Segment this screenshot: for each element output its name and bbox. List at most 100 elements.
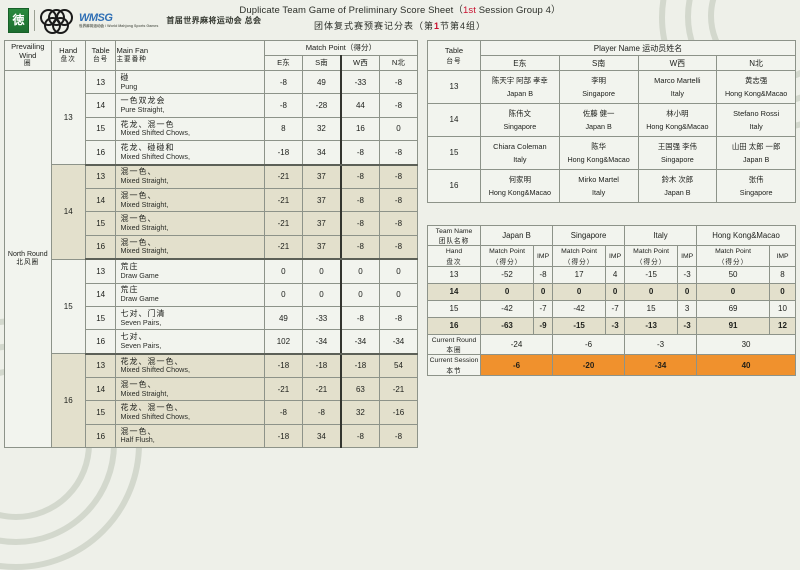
player-name: Chiara Coleman (493, 142, 547, 152)
score-imp-cell: -9 (533, 316, 554, 335)
table-number-cell: 13 (84, 69, 117, 95)
player-country: Italy (592, 187, 606, 197)
player-country: Singapore (660, 154, 694, 164)
main-fan-cell: 混一色、 Mixed Straight, (115, 187, 265, 213)
title-en-group-number: 4 (545, 5, 552, 16)
table-row: 13 -52 -8 17 4 -15 -3 50 8 (427, 265, 796, 284)
header-player-table: Table 台号 (427, 40, 481, 71)
header-player-seat-east: E东 (480, 55, 560, 71)
match-point-cell-e: -21 (263, 377, 303, 402)
table-number-cell: 15 (84, 400, 117, 425)
wmsg-wordmark-sub: 世界麻将运动会 / World Mahjong Sports Games (79, 23, 159, 28)
table-row: 15 七对、门清 Seven Pairs, 49 -33 -8 -8 (5, 305, 419, 331)
match-point-cell-w: -34 (339, 329, 380, 355)
hand-number-cell: 16 (50, 353, 86, 449)
header-imp-col: IMP (677, 245, 698, 267)
match-point-label-en: Match Point (633, 248, 670, 256)
player-name: 何家明 (508, 175, 531, 185)
table-row: 16 何家明 Hong Kong&Macao Mirko Martel Italy 鈴木 … (427, 169, 796, 203)
main-fan-cn: 混一色、 (120, 190, 157, 200)
main-fan-cell: 七对、门清 Seven Pairs, (115, 305, 265, 331)
score-imp-cell: -3 (605, 316, 626, 335)
title-cn-post: 组） (466, 21, 487, 31)
score-hand-number: 14 (427, 282, 481, 301)
score-match-point-cell: -52 (479, 265, 535, 284)
main-fan-cell: 碰 Pung (115, 69, 265, 95)
main-fan-cell: 混一色、 Half Flush, (115, 423, 265, 449)
table-row: 14 混一色、 Mixed Straight, -21 -21 63 -21 (4, 377, 419, 402)
main-fan-cn: 混一色、 (120, 379, 157, 389)
main-fan-cell: 花龙、混一色、 Mixed Shifted Chows, (115, 400, 265, 425)
main-fan-cn: 荒庄 (120, 285, 139, 295)
table-row: 15 -42 -7 -42 -7 15 3 69 10 (427, 299, 796, 318)
match-point-cell-w: -8 (339, 234, 380, 261)
score-hand-number: 13 (427, 265, 481, 284)
score-match-point-cell: 15 (624, 299, 679, 318)
wmsg-wordmark-text: WMSG (79, 11, 113, 24)
title-en-mid: Session Group (476, 5, 546, 16)
match-point-cell-s: -8 (301, 400, 342, 425)
score-match-point-cell: -15 (624, 265, 679, 284)
score-match-point-cell: 17 (552, 265, 607, 284)
match-point-cell-n: 0 (378, 258, 419, 284)
summary-value-cell: -20 (552, 354, 626, 376)
team-score-subheader: Hand 盘次 Match Point （得分） IMP Match Point （得分） I… (427, 245, 796, 267)
score-hand-label-en: Hand (445, 248, 463, 256)
match-point-cell-s: -18 (301, 353, 342, 379)
match-point-cell-e: -21 (263, 234, 303, 261)
player-name: Mirko Martel (578, 175, 619, 185)
match-point-cell-w: 44 (339, 93, 380, 118)
summary-label-cn: 本节 (446, 367, 462, 375)
score-imp-cell: -3 (677, 316, 698, 335)
header-seat-south: S南 (301, 55, 342, 71)
main-fan-en: Mixed Straight, (120, 388, 169, 398)
title-en-main: Duplicate Team Game of Preliminary Score… (239, 5, 454, 16)
title-cn-group-number: 4 (460, 21, 467, 31)
main-fan-cn: 碰 (120, 72, 130, 82)
table-number-cell: 15 (84, 305, 117, 331)
main-fan-cell: 荒庄 Draw Game (115, 282, 265, 307)
table-number-cell: 16 (84, 423, 117, 449)
table-row: 15 花龙、混一色、 Mixed Shifted Chows, -8 -8 32 -16 (4, 400, 419, 425)
header-match-point-col: Match Point （得分） (624, 245, 679, 267)
score-match-point-cell: -15 (552, 316, 607, 335)
player-seating-header: Table 台号 Player Name 运动员姓名 E东 S南 W西 N北 (427, 40, 796, 71)
main-fan-en: Mixed Shifted Chows, (120, 412, 190, 422)
table-number-cell: 13 (84, 258, 117, 284)
score-imp-cell: 3 (677, 299, 698, 318)
score-imp-cell: 10 (769, 299, 796, 318)
score-sheet-body: Prevailing Wind 圈 Hand 盘次 Table 台号 Mai (0, 40, 800, 449)
player-seating-table: Table 台号 Player Name 运动员姓名 E东 S南 W西 N北 (427, 40, 796, 203)
match-point-cell-n: -8 (378, 211, 419, 236)
match-point-cell-e: 8 (263, 116, 303, 142)
wmsg-wordmark: WMSG 世界麻将运动会 / World Mahjong Sports Game… (79, 12, 158, 28)
match-point-cell-n: -34 (378, 329, 419, 355)
table-row: 16 混一色、 Mixed Straight, -21 37 -8 -8 (4, 234, 419, 261)
match-point-cell-n: -8 (378, 140, 419, 166)
table-row: 16 七对、 Seven Pairs, 102 -34 -34 -34 (5, 329, 419, 355)
match-point-cell-w: -8 (339, 164, 380, 189)
table-row: North Round 北风圈 13 13 碰 Pung -8 49 -33 -8 (4, 69, 419, 449)
main-fan-en: Mixed Straight, (120, 199, 169, 209)
logo-divider (34, 9, 35, 31)
main-fan-en: Mixed Straight, (120, 246, 169, 256)
player-cell: Mirko Martel Italy (558, 169, 639, 203)
player-country: Japan B (664, 187, 691, 197)
match-point-cell-w: 63 (339, 377, 380, 402)
table-number-cell: 14 (84, 93, 117, 118)
team-header-2: Singapore (552, 224, 626, 247)
main-fan-en: Mixed Shifted Chows, (120, 128, 190, 138)
summary-value-cell: 40 (696, 354, 796, 376)
hand-number-cell: 15 (50, 258, 86, 355)
match-point-label-cn: （得分） (491, 258, 523, 266)
main-fan-cn: 七对、门清 (120, 308, 166, 318)
prevailing-wind-cell: North Round 北风圈 (4, 69, 52, 449)
match-point-cell-n: 54 (378, 353, 419, 379)
match-point-cell-e: -8 (263, 93, 303, 118)
table-row: 14 0 0 0 0 0 0 0 0 (427, 282, 796, 301)
match-point-cell-e: 102 (263, 329, 303, 355)
summary-value-cell: 30 (696, 333, 796, 356)
score-imp-cell: 0 (605, 282, 626, 301)
table-number-cell: 16 (84, 329, 117, 355)
team-header-4: Hong Kong&Macao (696, 224, 796, 247)
